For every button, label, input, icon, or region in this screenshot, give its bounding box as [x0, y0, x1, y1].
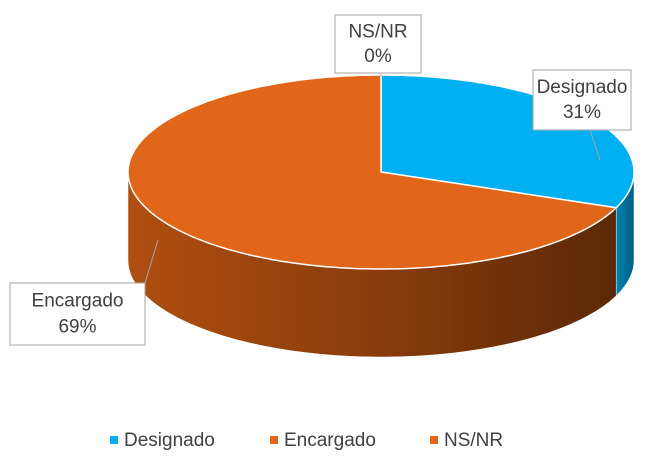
legend-label: NS/NR: [444, 430, 503, 451]
data-label-name: Encargado: [32, 291, 124, 312]
legend-label: Designado: [124, 430, 215, 451]
data-label-box: [532, 69, 632, 131]
data-label-box: [334, 14, 422, 74]
data-label-value: 0%: [364, 46, 392, 67]
pie-slice: [127, 74, 618, 270]
data-label-name: Designado: [537, 77, 628, 98]
data-label-box: [9, 282, 146, 346]
data-label-name: NS/NR: [348, 21, 407, 42]
data-label-value: 31%: [563, 102, 601, 123]
leader-line: [589, 129, 601, 161]
legend-swatch: [270, 436, 278, 444]
data-label-value: 69%: [58, 317, 96, 338]
legend-swatch: [430, 436, 438, 444]
legend-swatch: [110, 436, 118, 444]
legend-label: Encargado: [284, 430, 376, 451]
leader-line: [144, 239, 159, 284]
